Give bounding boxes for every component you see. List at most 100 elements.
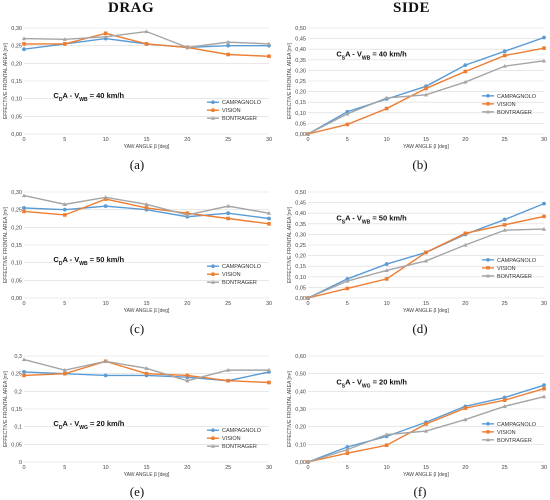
- x-tick-label: 0: [306, 137, 309, 143]
- x-tick-label: 0: [22, 301, 25, 307]
- data-point-vision: [22, 42, 26, 46]
- data-point-bontrager: [541, 58, 547, 63]
- data-point-vision: [502, 398, 507, 402]
- y-tick-label: 0,05: [295, 285, 306, 291]
- data-point-bontrager: [423, 258, 429, 263]
- y-tick-label: 0,15: [11, 407, 22, 413]
- x-tick-label: 10: [384, 137, 390, 143]
- column-title-side: SIDE: [393, 0, 431, 16]
- x-tick-label: 0: [306, 301, 309, 307]
- x-tick-label: 5: [346, 137, 349, 143]
- y-tick-label: 0,00: [295, 132, 306, 138]
- series-line-bontrager: [23, 358, 269, 382]
- x-tick-label: 15: [423, 137, 429, 143]
- legend-marker: [486, 422, 490, 426]
- data-point-campagnolo: [502, 49, 507, 54]
- y-tick-label: 0,10: [295, 111, 306, 117]
- x-tick-label: 10: [103, 137, 109, 143]
- data-point-vision: [502, 223, 507, 227]
- legend-label: CAMPAGNOLO: [497, 422, 537, 428]
- x-tick-label: 30: [266, 137, 272, 143]
- x-tick-label: 30: [541, 301, 547, 307]
- y-tick-label: 0,10: [295, 275, 306, 281]
- legend-marker: [486, 437, 490, 442]
- legend-label: VISION: [222, 436, 241, 442]
- y-tick-label: 0,05: [295, 121, 306, 127]
- chart-svg: 0,00 0,05 0,10 0,15 0,20 0,25 0,30 0 5 10 15 20 25 30…: [3, 26, 272, 150]
- data-point-bontrager: [62, 202, 67, 206]
- x-tick-label: 30: [266, 465, 272, 471]
- data-point-campagnolo: [226, 43, 231, 48]
- x-tick-label: 25: [225, 137, 231, 143]
- data-point-bontrager: [62, 367, 67, 372]
- x-tick-label: 25: [502, 465, 508, 471]
- y-tick-label: 0,05: [11, 114, 22, 120]
- y-axis-label: EFFECTIVE FRONTAL AREA [m²]: [3, 206, 9, 283]
- legend-label: CAMPAGNOLO: [222, 428, 262, 434]
- x-axis-label: YAW ANGLE β [deg]: [403, 144, 449, 150]
- data-point-bontrager: [21, 193, 27, 198]
- y-tick-label: 0,00: [11, 132, 22, 138]
- data-point-vision: [63, 371, 67, 376]
- data-point-vision: [226, 378, 230, 383]
- x-tick-label: 5: [63, 137, 66, 143]
- data-point-vision: [226, 52, 230, 57]
- data-point-bontrager: [226, 367, 231, 372]
- x-axis-label: YAW ANGLE β [deg]: [124, 308, 170, 314]
- x-tick-label: 5: [346, 465, 349, 471]
- data-point-bontrager: [502, 404, 507, 408]
- legend-label: VISION: [497, 102, 516, 108]
- chart-annotation: CSA - VWB = 40 km/h: [336, 50, 407, 62]
- chart-panel-f: 0,00 0,10 0,20 0,30 0,40 0,50 0,60 0 5 10 15 20 25 30…: [284, 350, 550, 478]
- x-tick-label: 15: [143, 137, 149, 143]
- data-point-bontrager: [463, 417, 468, 422]
- data-point-bontrager: [541, 394, 547, 399]
- data-point-campagnolo: [384, 262, 389, 266]
- x-tick-label: 20: [462, 301, 468, 307]
- caption-c: (c): [129, 321, 145, 336]
- data-point-bontrager: [103, 195, 108, 199]
- legend-label: CAMPAGNOLO: [222, 264, 262, 270]
- x-tick-label: 25: [225, 465, 231, 471]
- data-point-campagnolo: [22, 47, 26, 52]
- data-point-bontrager: [502, 63, 507, 68]
- y-tick-label: 0,40: [295, 47, 306, 53]
- y-tick-label: 0,20: [11, 225, 22, 231]
- data-point-bontrager: [185, 212, 190, 217]
- y-tick-label: 0,25: [11, 44, 22, 50]
- data-point-bontrager: [384, 95, 389, 100]
- y-tick-label: 0,25: [11, 372, 22, 378]
- legend-marker: [211, 108, 215, 112]
- x-tick-label: 0: [22, 137, 25, 143]
- legend-marker: [211, 444, 215, 448]
- caption-b: (b): [412, 157, 428, 172]
- x-tick-label: 25: [502, 301, 508, 307]
- data-point-vision: [103, 31, 108, 36]
- caption-a: (a): [129, 157, 145, 172]
- y-tick-label: 0,30: [295, 407, 306, 413]
- data-point-vision: [103, 197, 108, 201]
- chart-svg: 0,00 0,05 0,10 0,15 0,20 0,25 0,30 0,35 0,40 0,45…: [287, 26, 547, 150]
- chart-annotation: CSA - VWB = 50 km/h: [336, 214, 407, 226]
- data-point-vision: [463, 231, 468, 236]
- data-point-bontrager: [266, 41, 272, 46]
- x-tick-label: 10: [103, 301, 109, 307]
- legend-marker: [211, 280, 215, 284]
- data-point-bontrager: [185, 45, 190, 50]
- legend-marker: [486, 273, 490, 278]
- data-point-bontrager: [21, 357, 27, 362]
- data-point-bontrager: [423, 92, 429, 97]
- x-tick-label: 15: [143, 465, 149, 471]
- data-point-bontrager: [305, 131, 311, 136]
- legend-label: VISION: [222, 108, 241, 114]
- y-tick-label: 0,50: [295, 190, 306, 196]
- data-point-vision: [542, 46, 546, 50]
- x-tick-label: 30: [266, 301, 272, 307]
- y-axis-label: EFFECTIVE FRONTAL AREA [m²]: [3, 370, 9, 447]
- legend-label: CAMPAGNOLO: [222, 100, 262, 106]
- data-point-vision: [144, 42, 149, 46]
- data-point-campagnolo: [103, 204, 108, 209]
- data-point-bontrager: [226, 39, 231, 44]
- y-tick-label: 0,25: [11, 208, 22, 214]
